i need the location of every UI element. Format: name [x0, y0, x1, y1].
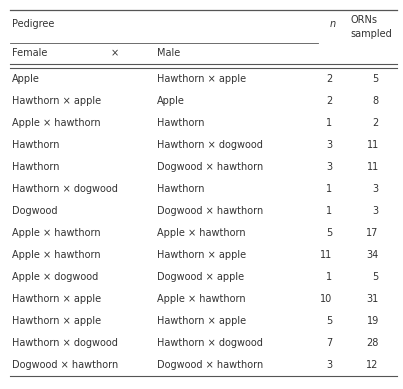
Text: n: n: [329, 19, 336, 29]
Text: Pedigree: Pedigree: [12, 19, 54, 29]
Text: 28: 28: [366, 338, 379, 348]
Text: sampled: sampled: [351, 30, 393, 39]
Text: Dogwood × apple: Dogwood × apple: [157, 272, 244, 282]
Text: Dogwood: Dogwood: [12, 206, 58, 216]
Text: Hawthorn × apple: Hawthorn × apple: [12, 294, 101, 304]
Text: 1: 1: [326, 206, 332, 216]
Text: Hawthorn × apple: Hawthorn × apple: [157, 250, 246, 260]
Text: Dogwood × hawthorn: Dogwood × hawthorn: [12, 360, 118, 370]
Text: 34: 34: [367, 250, 379, 260]
Text: Apple: Apple: [12, 74, 40, 84]
Text: Apple: Apple: [157, 96, 185, 106]
Text: 5: 5: [326, 228, 332, 238]
Text: 5: 5: [372, 272, 379, 282]
Text: Hawthorn × dogwood: Hawthorn × dogwood: [157, 338, 263, 348]
Text: 11: 11: [367, 140, 379, 150]
Text: Male: Male: [157, 49, 181, 58]
Text: Hawthorn: Hawthorn: [12, 140, 60, 150]
Text: 10: 10: [320, 294, 332, 304]
Text: 2: 2: [326, 74, 332, 84]
Text: Dogwood × hawthorn: Dogwood × hawthorn: [157, 162, 264, 172]
Text: 12: 12: [366, 360, 379, 370]
Text: 17: 17: [366, 228, 379, 238]
Text: Dogwood × hawthorn: Dogwood × hawthorn: [157, 360, 264, 370]
Text: Hawthorn: Hawthorn: [12, 162, 60, 172]
Text: 3: 3: [373, 184, 379, 194]
Text: ORNs: ORNs: [351, 15, 378, 25]
Text: Apple × dogwood: Apple × dogwood: [12, 272, 98, 282]
Text: 7: 7: [326, 338, 332, 348]
Text: Hawthorn × dogwood: Hawthorn × dogwood: [12, 338, 118, 348]
Text: 5: 5: [372, 74, 379, 84]
Text: 11: 11: [367, 162, 379, 172]
Text: 2: 2: [372, 118, 379, 128]
Text: 19: 19: [367, 316, 379, 326]
Text: ×: ×: [111, 49, 119, 58]
Text: Hawthorn × apple: Hawthorn × apple: [157, 316, 246, 326]
Text: Apple × hawthorn: Apple × hawthorn: [12, 118, 101, 128]
Text: 3: 3: [373, 206, 379, 216]
Text: Hawthorn × apple: Hawthorn × apple: [12, 316, 101, 326]
Text: Apple × hawthorn: Apple × hawthorn: [157, 294, 246, 304]
Text: 3: 3: [326, 140, 332, 150]
Text: Hawthorn × dogwood: Hawthorn × dogwood: [157, 140, 263, 150]
Text: 1: 1: [326, 118, 332, 128]
Text: Apple × hawthorn: Apple × hawthorn: [12, 250, 101, 260]
Text: 2: 2: [326, 96, 332, 106]
Text: 11: 11: [320, 250, 332, 260]
Text: Hawthorn: Hawthorn: [157, 184, 205, 194]
Text: 3: 3: [326, 360, 332, 370]
Text: Apple × hawthorn: Apple × hawthorn: [157, 228, 246, 238]
Text: 8: 8: [373, 96, 379, 106]
Text: Hawthorn × apple: Hawthorn × apple: [157, 74, 246, 84]
Text: Hawthorn × dogwood: Hawthorn × dogwood: [12, 184, 118, 194]
Text: Dogwood × hawthorn: Dogwood × hawthorn: [157, 206, 264, 216]
Text: Female: Female: [12, 49, 48, 58]
Text: Hawthorn: Hawthorn: [157, 118, 205, 128]
Text: 5: 5: [326, 316, 332, 326]
Text: 1: 1: [326, 184, 332, 194]
Text: Apple × hawthorn: Apple × hawthorn: [12, 228, 101, 238]
Text: 31: 31: [367, 294, 379, 304]
Text: 1: 1: [326, 272, 332, 282]
Text: Hawthorn × apple: Hawthorn × apple: [12, 96, 101, 106]
Text: 3: 3: [326, 162, 332, 172]
